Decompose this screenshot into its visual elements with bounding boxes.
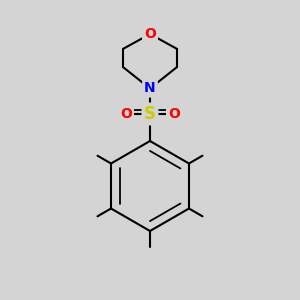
Text: S: S <box>144 105 156 123</box>
Text: N: N <box>144 82 156 95</box>
Text: O: O <box>168 107 180 121</box>
Text: O: O <box>120 107 132 121</box>
Text: O: O <box>144 27 156 41</box>
